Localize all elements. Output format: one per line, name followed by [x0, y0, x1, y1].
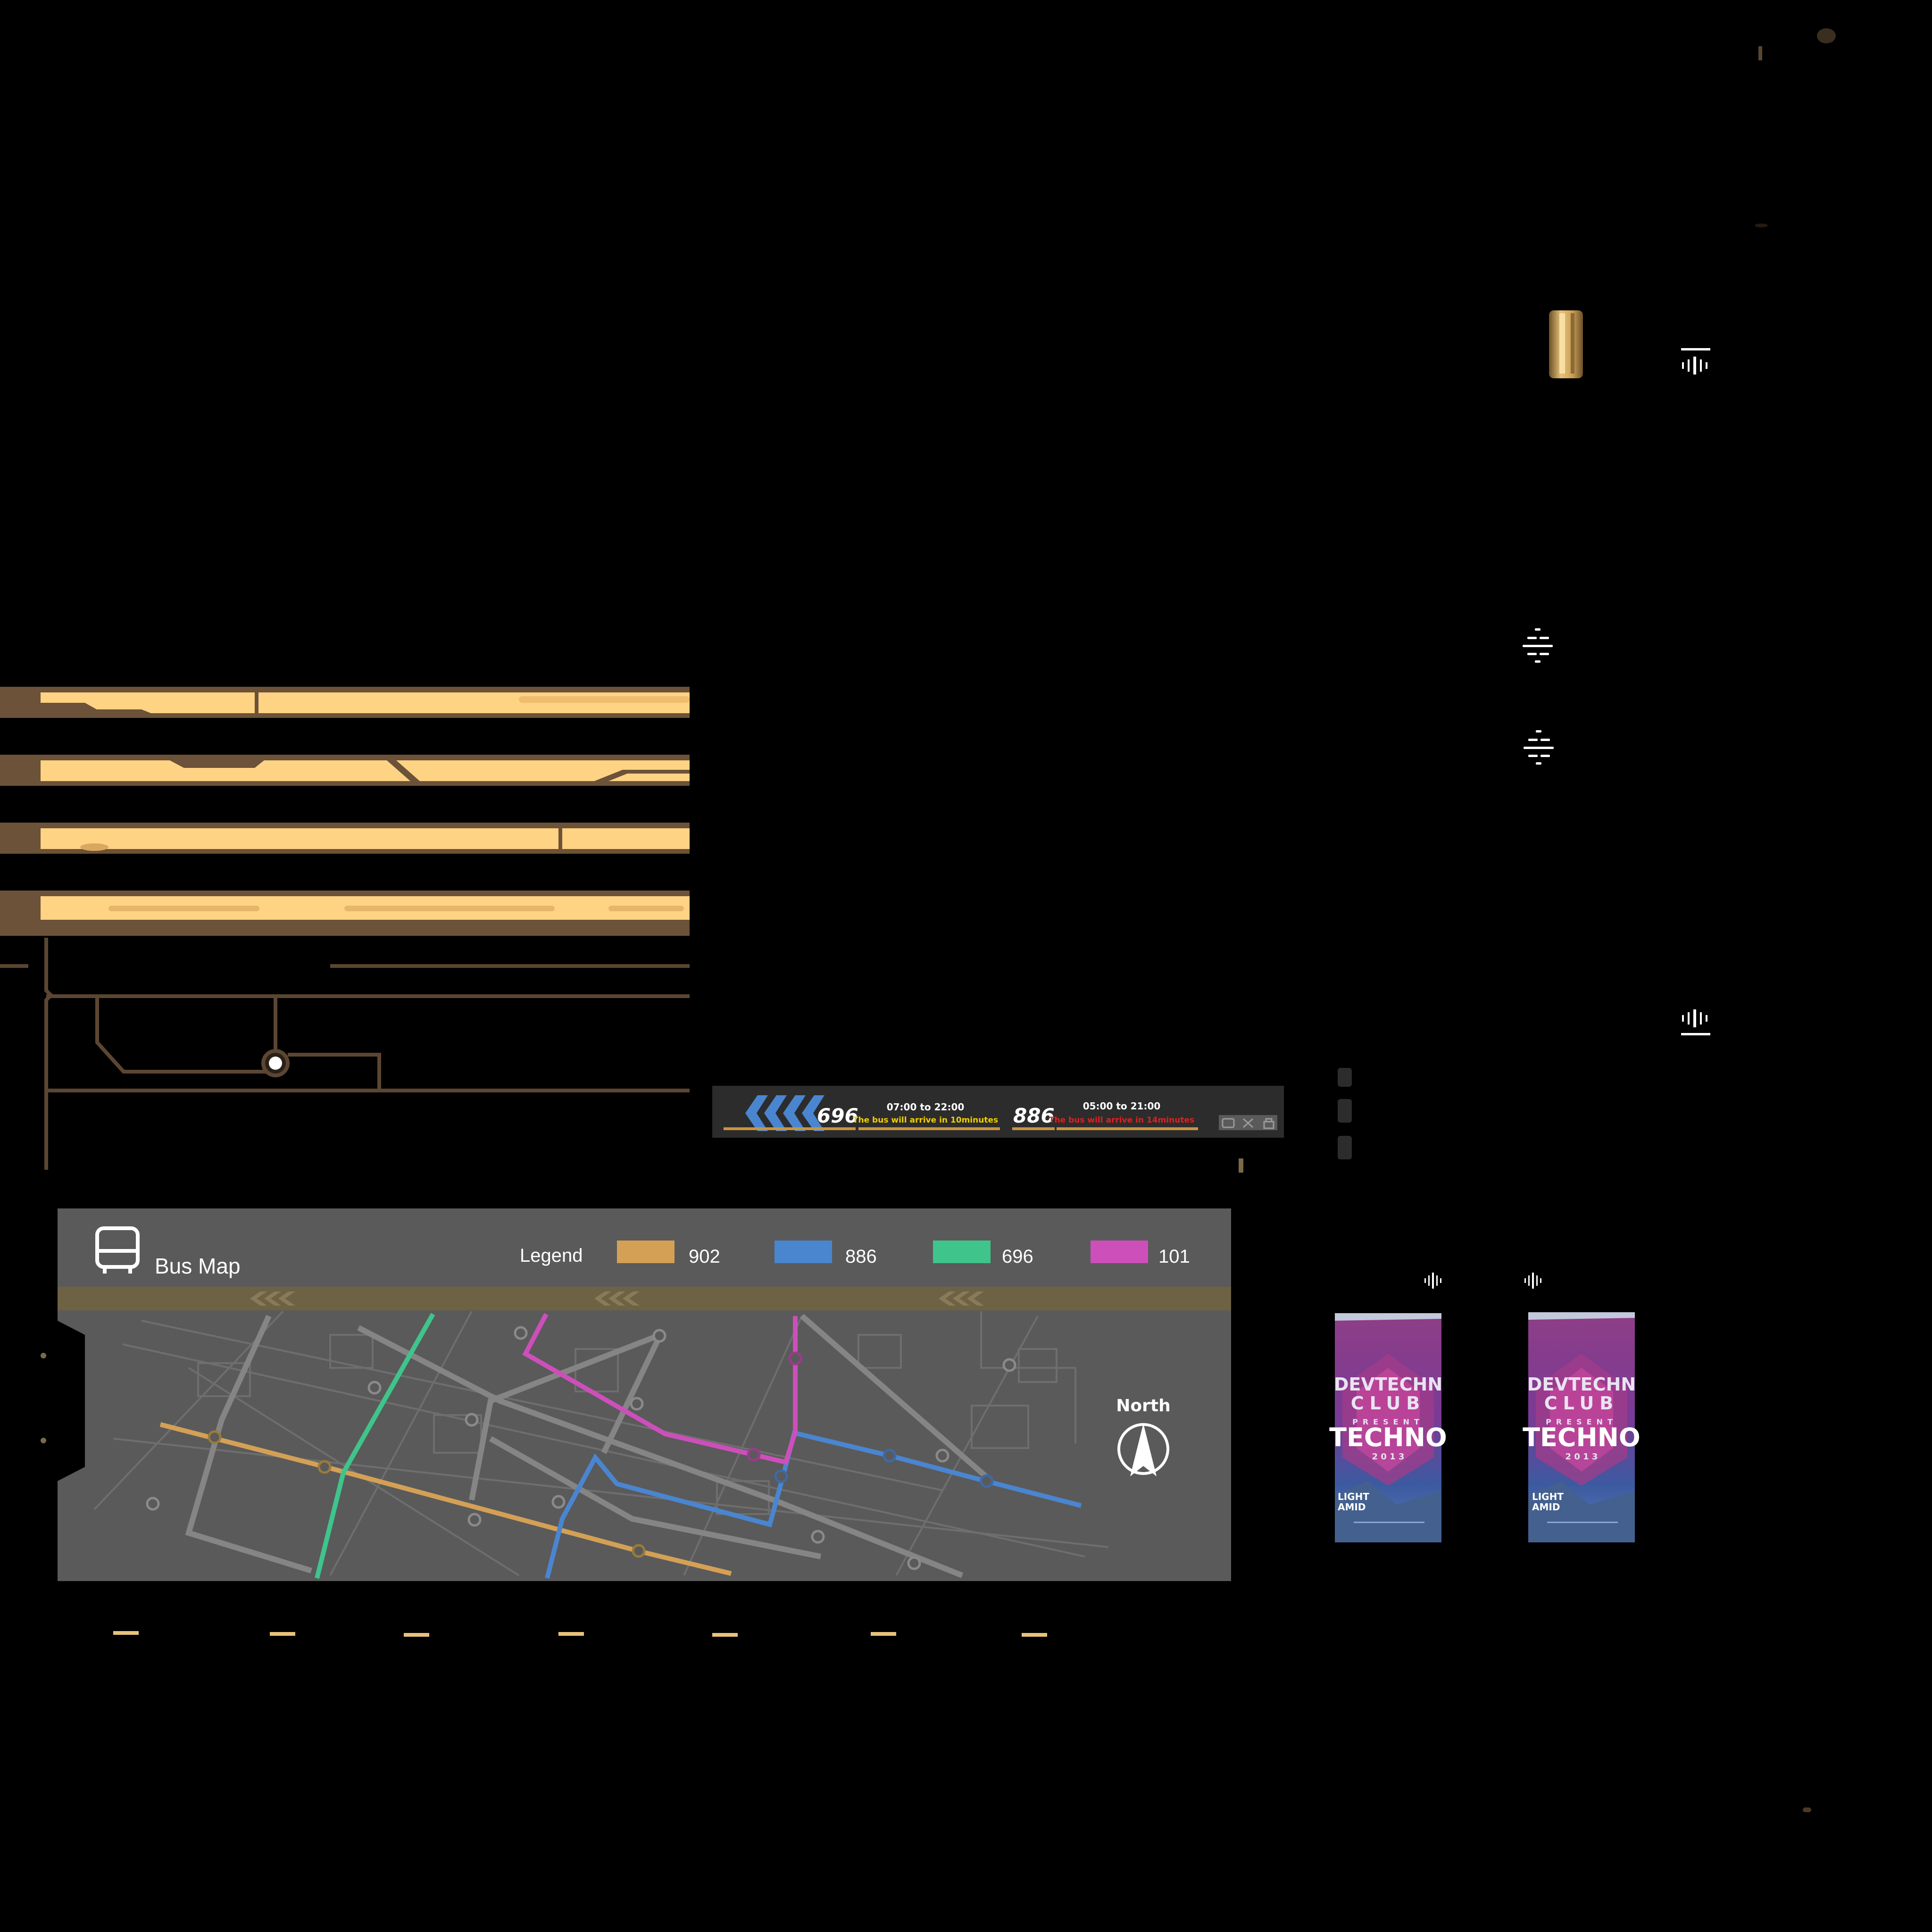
poster-2-line2: CLUB	[1544, 1393, 1619, 1414]
techno-poster-2: DEVTECHN CLUB PRESENT TECHNO 2 0 1 3 LIG…	[1523, 1312, 1641, 1542]
legend: 902 886 696 101	[617, 1241, 1190, 1267]
sprite-glyph-3	[1523, 628, 1553, 663]
ticker-close-icon	[1242, 1118, 1254, 1128]
ticker-underline	[724, 1127, 1198, 1130]
legend-item-886: 886	[774, 1241, 877, 1267]
map-streets	[93, 1310, 1109, 1576]
poster-1-line3: PRESENT	[1352, 1417, 1424, 1426]
poster-1-line1: DEVTECHN	[1334, 1374, 1442, 1395]
route-886-line	[545, 1430, 1082, 1579]
ticker-route-b-hours: 05:00 to 21:00	[1083, 1100, 1161, 1112]
legend-item-902: 902	[617, 1241, 720, 1267]
ticker-route-a-number: 696	[817, 1104, 858, 1127]
light-bar-2	[0, 755, 690, 786]
sprite-glyph-6	[1524, 1273, 1541, 1289]
north-arrow-icon	[1117, 1423, 1169, 1476]
poster-2-tag1: LIGHT	[1532, 1491, 1564, 1502]
light-bar-1	[0, 687, 690, 718]
ticker-route-b-number: 886	[1013, 1104, 1055, 1127]
poster-2-line1: DEVTECHN	[1527, 1374, 1636, 1395]
circuit-node	[261, 1049, 290, 1077]
bus-icon	[95, 1226, 140, 1274]
ticker-chevrons	[745, 1095, 824, 1131]
svg-text:101: 101	[1158, 1246, 1190, 1267]
sprite-glyph-2	[1681, 1009, 1710, 1035]
poster-1-line2: CLUB	[1351, 1393, 1426, 1414]
legend-item-101: 101	[1091, 1241, 1190, 1267]
map-main-roads	[185, 1314, 988, 1578]
bus-map-panel: Bus Map Legend 902 886 696 101	[58, 1208, 1231, 1581]
light-bars	[0, 687, 690, 936]
bus-map-title: Bus Map	[155, 1254, 241, 1278]
svg-text:696: 696	[1002, 1246, 1033, 1267]
poster-1-tag1: LIGHT	[1338, 1491, 1369, 1502]
route-902-line	[159, 1422, 732, 1576]
circuit-traces	[0, 938, 690, 1170]
ticker-route-a-message: The bus will arrive in 10minutes	[853, 1116, 998, 1125]
light-bar-3	[0, 823, 690, 854]
poster-2-headline: TECHNO	[1523, 1423, 1641, 1452]
sprite-glyph-1	[1681, 348, 1710, 375]
ticker-bus-icon	[1222, 1118, 1235, 1128]
poster-2-line3: PRESENT	[1546, 1417, 1617, 1426]
techno-poster-1: DEVTECHN CLUB PRESENT TECHNO 2 0 1 3 LIG…	[1329, 1313, 1447, 1542]
svg-text:902: 902	[689, 1246, 720, 1267]
ticker-route-b-message: The bus will arrive in 14minutes	[1049, 1116, 1194, 1125]
poster-1-headline: TECHNO	[1329, 1423, 1447, 1452]
legend-label: Legend	[520, 1245, 583, 1266]
header-chevrons	[250, 1291, 984, 1306]
svg-text:886: 886	[845, 1246, 877, 1267]
light-bar-4	[0, 891, 690, 936]
poster-1-year: 2 0 1 3	[1372, 1452, 1405, 1462]
arrival-ticker: 696 07:00 to 22:00 The bus will arrive i…	[712, 1086, 1284, 1138]
ticker-route-a-hours: 07:00 to 22:00	[887, 1101, 965, 1113]
ticker-lock-icon	[1263, 1118, 1274, 1129]
sprite-glyph-4	[1524, 730, 1554, 765]
poster-2-tag2: AMID	[1532, 1501, 1560, 1513]
poster-2-year: 2 0 1 3	[1566, 1452, 1598, 1462]
north-label: North	[1116, 1396, 1170, 1416]
brass-cylinder	[1549, 310, 1583, 378]
route-696-line	[315, 1313, 435, 1579]
map-stops	[146, 1326, 1016, 1570]
ticker-side-tabs	[1338, 1068, 1352, 1159]
sprite-glyph-5	[1424, 1273, 1441, 1289]
legend-item-696: 696	[933, 1241, 1033, 1267]
route-101-line	[522, 1313, 802, 1465]
poster-1-tag2: AMID	[1338, 1501, 1366, 1513]
amber-dashes	[113, 1631, 1047, 1637]
